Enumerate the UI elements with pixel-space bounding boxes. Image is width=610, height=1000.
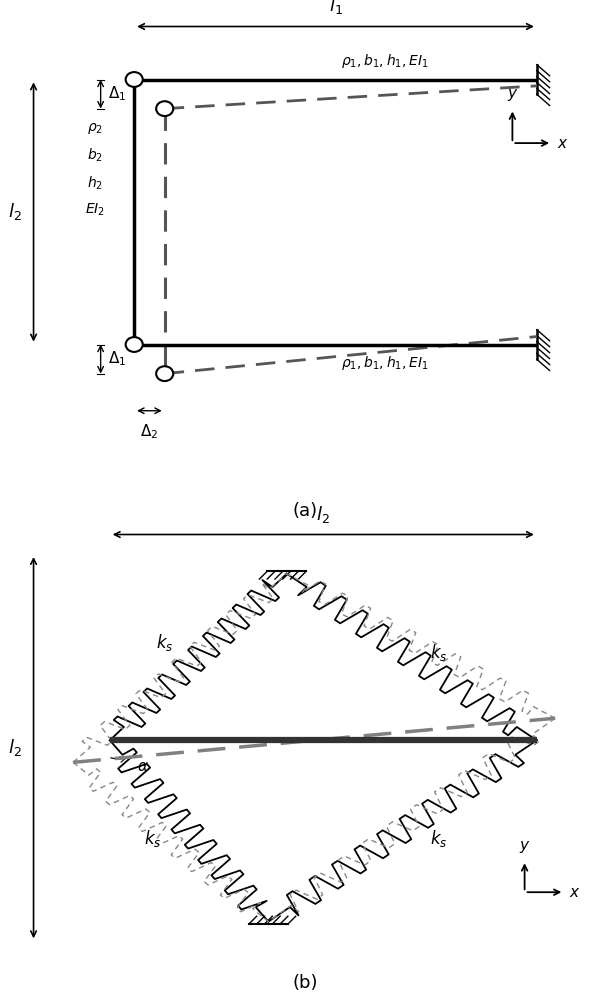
Text: $k_s$: $k_s$	[144, 828, 161, 849]
Text: (b): (b)	[292, 974, 318, 992]
Text: $\rho_1, b_1, h_1, EI_1$: $\rho_1, b_1, h_1, EI_1$	[340, 52, 428, 70]
Circle shape	[126, 337, 143, 352]
Text: $\Delta_1$: $\Delta_1$	[108, 350, 126, 368]
Text: $l_1$: $l_1$	[329, 0, 342, 16]
Text: $y$: $y$	[519, 839, 530, 855]
Text: $\rho_1, b_1, h_1, EI_1$: $\rho_1, b_1, h_1, EI_1$	[340, 354, 428, 372]
Text: $\Delta_2$: $\Delta_2$	[140, 422, 159, 441]
Text: (a): (a)	[292, 502, 318, 520]
Text: $k_s$: $k_s$	[431, 642, 448, 663]
Text: $l_2$: $l_2$	[317, 504, 330, 525]
Circle shape	[156, 366, 173, 381]
Circle shape	[156, 101, 173, 116]
Text: $l_2$: $l_2$	[7, 202, 21, 223]
Text: $k_s$: $k_s$	[156, 632, 173, 653]
Text: $x$: $x$	[557, 136, 569, 151]
Text: $\rho_2$
$b_2$
$h_2$
$EI_2$: $\rho_2$ $b_2$ $h_2$ $EI_2$	[85, 121, 104, 218]
Text: $x$: $x$	[569, 885, 581, 900]
Circle shape	[126, 72, 143, 87]
Text: $\alpha$: $\alpha$	[137, 759, 149, 774]
Text: $k_s$: $k_s$	[431, 828, 448, 849]
Text: $l_2$: $l_2$	[7, 737, 21, 758]
Text: $\Delta_1$: $\Delta_1$	[108, 85, 126, 103]
Text: $y$: $y$	[507, 87, 518, 103]
